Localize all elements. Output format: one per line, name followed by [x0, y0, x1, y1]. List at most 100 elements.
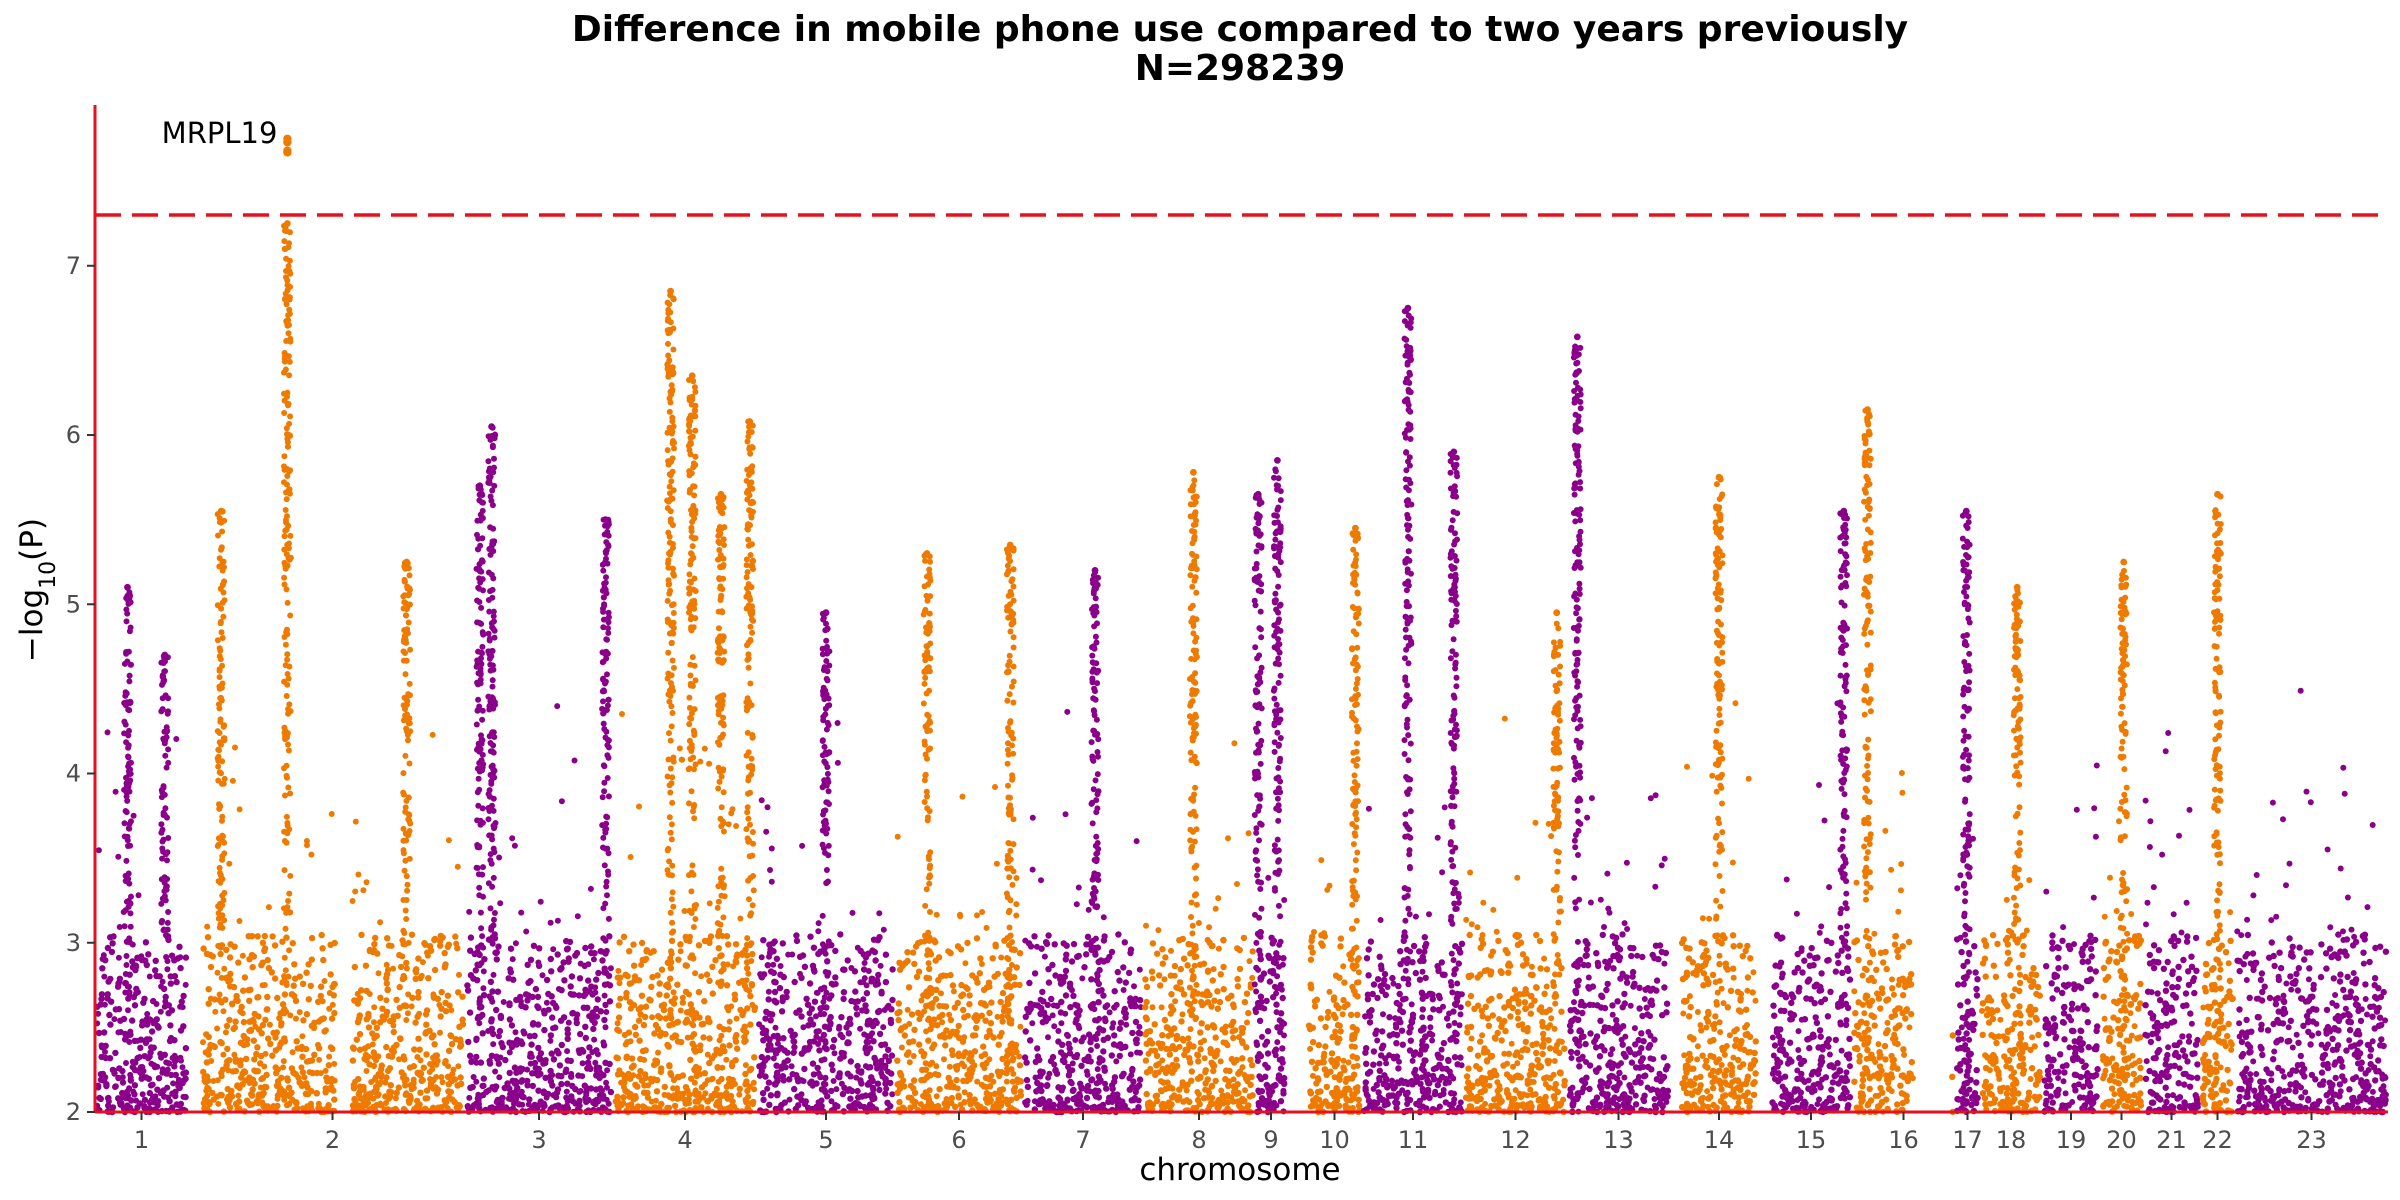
peak-point	[1009, 881, 1016, 888]
snp-point	[844, 957, 851, 964]
peak-point	[404, 585, 411, 592]
peak-point	[216, 835, 223, 842]
snp-point	[616, 939, 623, 946]
peak-point	[218, 605, 225, 612]
snp-point	[217, 1091, 224, 1098]
peak-point	[927, 593, 934, 600]
snp-point	[656, 991, 663, 998]
snp-point	[259, 1090, 266, 1097]
snp-point	[243, 1055, 250, 1063]
snp-point	[962, 960, 969, 967]
snp-point	[765, 1042, 773, 1049]
snp-point	[778, 1065, 785, 1072]
peak-point	[404, 732, 411, 738]
snp-point	[550, 1092, 557, 1099]
peak-point	[821, 758, 828, 765]
peak-point	[488, 860, 495, 867]
peak-point	[401, 867, 408, 874]
peak-point	[688, 551, 695, 558]
peak-point	[825, 788, 832, 795]
peak-point	[400, 648, 407, 655]
snp-point	[579, 1060, 586, 1067]
peak-point	[747, 450, 754, 457]
peak-point	[128, 818, 134, 825]
peak-point	[717, 953, 724, 960]
peak-point	[926, 880, 933, 887]
peak-point	[126, 727, 132, 734]
peak-point	[404, 1010, 411, 1017]
snp-point	[200, 1100, 208, 1107]
peak-point	[491, 825, 497, 832]
peak-point	[1005, 725, 1011, 731]
snp-point	[585, 961, 592, 968]
snp-point	[205, 1077, 212, 1084]
peak-point	[217, 944, 224, 951]
snp-point	[849, 909, 856, 916]
snp-point	[872, 1057, 879, 1064]
snp-point	[331, 980, 338, 988]
peak-point	[824, 776, 831, 783]
peak-point	[1010, 634, 1017, 641]
snp-point	[706, 900, 713, 907]
snp-point	[116, 979, 123, 985]
snp-point	[524, 1066, 531, 1073]
peak-point	[286, 372, 293, 379]
snp-point	[506, 1069, 513, 1077]
peak-point	[473, 864, 480, 871]
peak-point	[747, 637, 754, 643]
peak-point	[686, 694, 693, 701]
snp-point	[167, 1022, 174, 1029]
peak-point	[1010, 583, 1017, 590]
peak-point	[485, 630, 492, 637]
snp-point	[146, 973, 153, 980]
snp-point	[143, 1021, 151, 1028]
snp-point	[271, 942, 279, 949]
peak-point	[287, 283, 294, 290]
snp-point	[157, 1008, 164, 1015]
peak-point	[490, 705, 497, 712]
snp-point	[614, 1102, 621, 1109]
snp-point	[306, 1069, 313, 1076]
snp-point	[550, 1025, 556, 1032]
peak-point	[691, 515, 698, 522]
peak-point	[485, 791, 492, 797]
snp-point	[390, 1028, 397, 1036]
peak-point	[159, 845, 166, 852]
snp-point	[861, 960, 868, 966]
peak-point	[489, 442, 496, 449]
peak-top-point	[476, 482, 484, 490]
peak-point	[287, 872, 294, 879]
peak-point	[688, 1034, 695, 1040]
snp-point	[758, 797, 765, 804]
snp-point	[824, 1093, 831, 1100]
snp-point	[702, 1090, 709, 1097]
snp-point	[383, 980, 390, 987]
snp-point	[665, 1043, 672, 1050]
peak-point	[1005, 782, 1011, 789]
snp-point	[317, 992, 324, 1000]
snp-point	[356, 1046, 364, 1053]
snp-point	[322, 1085, 329, 1092]
peak-point	[282, 967, 289, 974]
snp-point	[279, 938, 286, 945]
peak-point	[214, 728, 221, 735]
snp-point	[834, 720, 841, 726]
snp-point	[832, 947, 839, 955]
peak-point	[285, 443, 291, 450]
snp-point	[356, 1031, 364, 1038]
snp-point	[488, 1016, 495, 1023]
snp-point	[274, 994, 281, 1002]
snp-point	[732, 941, 740, 948]
snp-point	[563, 1094, 570, 1101]
peak-point	[476, 599, 483, 605]
snp-point	[917, 1101, 924, 1108]
snp-point	[1062, 992, 1070, 999]
snp-point	[1013, 1094, 1020, 1102]
snp-point	[223, 1062, 230, 1069]
snp-point	[408, 1003, 415, 1010]
snp-point	[840, 995, 847, 1003]
snp-point	[793, 1072, 800, 1078]
snp-point	[155, 1075, 163, 1082]
snp-point	[682, 1084, 690, 1091]
snp-point	[200, 1039, 206, 1046]
